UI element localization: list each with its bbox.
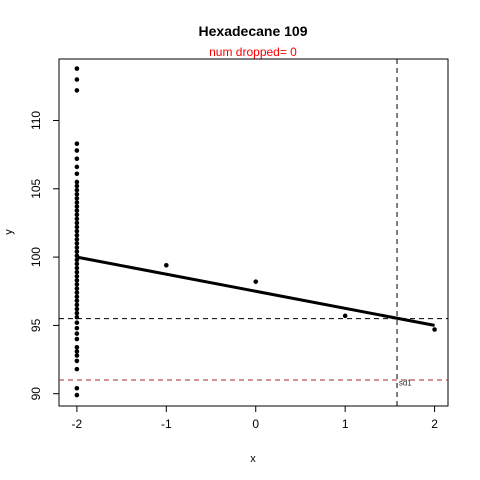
data-point [75,345,80,350]
axis-ticks: -2 -1 0 1 2 90 95 100 105 110 [29,111,438,431]
data-point [75,221,80,226]
data-point [75,349,80,354]
data-point [75,303,80,308]
y-tick-label: 100 [29,247,43,267]
data-point [75,320,80,325]
data-point [75,204,80,209]
y-axis-label: y [3,229,15,235]
data-point [75,266,80,271]
data-point [432,327,437,332]
data-point [75,274,80,279]
data-point [75,237,80,242]
x-axis-label: x [250,453,256,465]
data-point [75,294,80,299]
data-point [75,77,80,82]
data-point [75,200,80,205]
plot-frame [59,59,448,406]
data-point [164,263,169,268]
fit-line [77,257,435,325]
data-point [75,315,80,320]
data-point [75,331,80,336]
data-point [75,148,80,153]
data-point [75,241,80,246]
data-point [75,180,80,185]
data-point [75,225,80,230]
y-tick-label: 95 [29,318,43,332]
data-point [343,314,348,319]
data-point [75,359,80,364]
data-point [253,279,258,284]
data-point [75,208,80,213]
x-tick-label: 0 [252,417,259,431]
sd-annotation: sd1 [399,379,412,388]
data-point [75,156,80,161]
data-point [75,66,80,71]
data-point [75,270,80,275]
data-point [75,212,80,217]
data-point [75,196,80,201]
data-point [75,233,80,238]
data-point [75,141,80,146]
data-points [75,66,437,397]
data-point [75,311,80,316]
data-point [75,337,80,342]
data-point [75,299,80,304]
data-point [75,188,80,193]
x-tick-label: 2 [431,417,438,431]
x-tick-label: -2 [72,417,83,431]
y-tick-label: 90 [29,387,43,401]
data-point [75,386,80,391]
chart-subtitle: num dropped= 0 [209,45,297,59]
data-point [75,393,80,398]
data-point [75,165,80,170]
chart-title: Hexadecane 109 [199,23,308,39]
data-point [75,286,80,291]
x-tick-label: 1 [342,417,349,431]
y-tick-label: 105 [29,178,43,198]
data-point [75,262,80,267]
data-point [75,217,80,222]
data-point [75,184,80,189]
data-point [75,192,80,197]
data-point [75,307,80,312]
data-point [75,326,80,331]
y-tick-label: 110 [29,111,43,130]
data-point [75,171,80,176]
x-tick-label: -1 [161,417,172,431]
data-point [75,353,80,358]
data-point [75,229,80,234]
fit-line-group [77,257,435,325]
data-point [75,88,80,93]
data-point [75,282,80,287]
data-point [75,367,80,372]
reference-lines [59,59,448,406]
data-point [75,278,80,283]
data-point [75,249,80,254]
data-point [75,290,80,295]
data-point [75,245,80,250]
